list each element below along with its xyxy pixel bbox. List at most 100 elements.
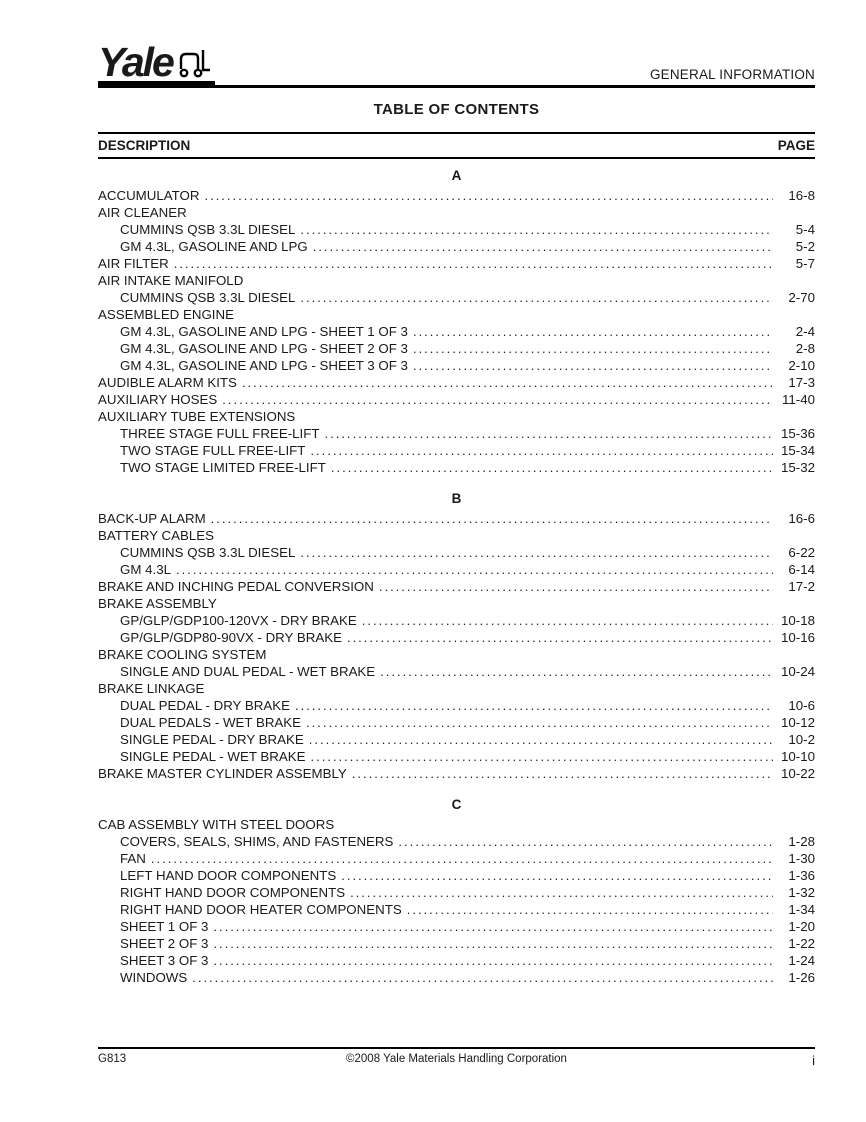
toc-leader-dots: ........................................…	[176, 561, 773, 577]
toc-entry-page: 10-10	[780, 748, 815, 764]
toc-leader-dots: ........................................…	[412, 323, 773, 339]
toc-leader-dots: ........................................…	[300, 544, 773, 560]
toc-leader-dots: ........................................…	[341, 867, 773, 883]
toc-leader-dots: ........................................…	[204, 187, 773, 203]
yale-logo-wordmark: Yale	[98, 39, 175, 85]
toc-row: SHEET 1 OF 3............................…	[98, 918, 815, 935]
toc-entry-label: BACK-UP ALARM	[98, 510, 206, 526]
toc-row: CUMMINS QSB 3.3L DIESEL.................…	[98, 544, 815, 561]
toc-row: GP/GLP/GDP80-90VX - DRY BRAKE...........…	[98, 629, 815, 646]
toc-entry-page: 10-6	[788, 697, 815, 713]
toc-entry-label: SINGLE PEDAL - DRY BRAKE	[120, 731, 304, 747]
toc-row: AUXILIARY HOSES.........................…	[98, 391, 815, 408]
footer-copyright: ©2008 Yale Materials Handling Corporatio…	[346, 1053, 567, 1065]
toc-entry-page: 15-32	[780, 459, 815, 475]
toc-leader-dots: ........................................…	[294, 697, 773, 713]
toc-entry-page: 5-2	[795, 238, 815, 254]
toc-row: WINDOWS.................................…	[98, 969, 815, 986]
toc-leader-dots: ........................................…	[300, 221, 773, 237]
toc-entry-page: 16-6	[788, 510, 815, 526]
toc-entry-label: AIR FILTER	[98, 255, 169, 271]
toc-entry-label: SHEET 2 OF 3	[120, 935, 209, 951]
toc-row: LEFT HAND DOOR COMPONENTS...............…	[98, 867, 815, 884]
description-column-header: DESCRIPTION	[98, 137, 191, 153]
toc-sections: A ACCUMULATOR............................…	[98, 167, 815, 986]
toc-entry-page: 5-4	[795, 221, 815, 237]
toc-entry-page: 10-12	[780, 714, 815, 730]
toc-leader-dots: ........................................…	[398, 833, 773, 849]
toc-entry-label: COVERS, SEALS, SHIMS, AND FASTENERS	[120, 833, 394, 849]
toc-entry-page: 11-40	[781, 391, 815, 407]
toc-leader-dots: ........................................…	[310, 442, 773, 458]
toc-entry-page: 1-34	[788, 901, 815, 917]
toc-entry-label: AIR INTAKE MANIFOLD	[98, 272, 244, 288]
toc-leader-dots: ........................................…	[378, 578, 773, 594]
toc-entry-page: 15-36	[780, 425, 815, 441]
toc-row: THREE STAGE FULL FREE-LIFT..............…	[98, 425, 815, 442]
toc-entry-page: 17-3	[788, 374, 815, 390]
toc-entry-label: CUMMINS QSB 3.3L DIESEL	[120, 289, 296, 305]
toc-entry-label: AUDIBLE ALARM KITS	[98, 374, 237, 390]
toc-row: ACCUMULATOR.............................…	[98, 187, 815, 204]
toc-row: AIR CLEANER	[98, 204, 815, 221]
toc-row: GM 4.3L.................................…	[98, 561, 815, 578]
toc-entry-label: CUMMINS QSB 3.3L DIESEL	[120, 544, 296, 560]
page-footer: G813 ©2008 Yale Materials Handling Corpo…	[98, 1047, 815, 1068]
toc-entry-page: 6-22	[788, 544, 815, 560]
toc-row: GM 4.3L, GASOLINE AND LPG - SHEET 1 OF 3…	[98, 323, 815, 340]
toc-leader-dots: ........................................…	[406, 901, 773, 917]
toc-entry-label: RIGHT HAND DOOR COMPONENTS	[120, 884, 346, 900]
toc-section: B BACK-UP ALARM..........................…	[98, 490, 815, 782]
toc-leader-dots: ........................................…	[350, 884, 773, 900]
toc-entry-label: BRAKE ASSEMBLY	[98, 595, 217, 611]
footer-page-number: i	[812, 1053, 815, 1068]
toc-leader-dots: ........................................…	[346, 629, 773, 645]
footer-doc-code: G813	[98, 1053, 127, 1065]
toc-entry-page: 10-16	[780, 629, 815, 645]
toc-entry-page: 10-22	[780, 765, 815, 781]
toc-entry-label: SHEET 3 OF 3	[120, 952, 209, 968]
toc-leader-dots: ........................................…	[412, 357, 773, 373]
toc-entry-label: GP/GLP/GDP100-120VX - DRY BRAKE	[120, 612, 357, 628]
yale-logo: Yale	[98, 39, 215, 85]
toc-row: BRAKE MASTER CYLINDER ASSEMBLY..........…	[98, 765, 815, 782]
toc-row: GM 4.3L, GASOLINE AND LPG - SHEET 3 OF 3…	[98, 357, 815, 374]
toc-entry-label: TWO STAGE FULL FREE-LIFT	[120, 442, 306, 458]
forklift-icon	[177, 47, 211, 80]
toc-entry-label: CUMMINS QSB 3.3L DIESEL	[120, 221, 296, 237]
toc-row: GM 4.3L, GASOLINE AND LPG...............…	[98, 238, 815, 255]
toc-leader-dots: ........................................…	[300, 289, 773, 305]
toc-entry-page: 2-10	[788, 357, 815, 373]
toc-section: C CAB ASSEMBLY WITH STEEL DOORS COVERS, SE…	[98, 796, 815, 986]
toc-row: BATTERY CABLES	[98, 527, 815, 544]
toc-entry-label: GM 4.3L, GASOLINE AND LPG - SHEET 3 OF 3	[120, 357, 408, 373]
toc-entry-page: 1-22	[788, 935, 815, 951]
toc-row: RIGHT HAND DOOR COMPONENTS..............…	[98, 884, 815, 901]
toc-leader-dots: ........................................…	[330, 459, 773, 475]
toc-leader-dots: ........................................…	[361, 612, 773, 628]
toc-entry-page: 2-70	[788, 289, 815, 305]
toc-row: BRAKE ASSEMBLY	[98, 595, 815, 612]
toc-entry-label: LEFT HAND DOOR COMPONENTS	[120, 867, 337, 883]
toc-entry-page: 10-18	[780, 612, 815, 628]
toc-leader-dots: ........................................…	[380, 663, 773, 679]
toc-entry-label: DUAL PEDALS - WET BRAKE	[120, 714, 302, 730]
toc-row: BACK-UP ALARM...........................…	[98, 510, 815, 527]
toc-row: SINGLE PEDAL - WET BRAKE................…	[98, 748, 815, 765]
toc-row: CUMMINS QSB 3.3L DIESEL.................…	[98, 221, 815, 238]
toc-row: GM 4.3L, GASOLINE AND LPG - SHEET 2 OF 3…	[98, 340, 815, 357]
toc-entry-page: 16-8	[788, 187, 815, 203]
toc-row: CAB ASSEMBLY WITH STEEL DOORS	[98, 816, 815, 833]
toc-row: BRAKE COOLING SYSTEM	[98, 646, 815, 663]
toc-entry-page: 15-34	[780, 442, 815, 458]
toc-entry-label: GP/GLP/GDP80-90VX - DRY BRAKE	[120, 629, 342, 645]
toc-leader-dots: ........................................…	[173, 255, 773, 271]
toc-row: DUAL PEDALS - WET BRAKE.................…	[98, 714, 815, 731]
toc-entry-label: BRAKE COOLING SYSTEM	[98, 646, 267, 662]
toc-row: TWO STAGE FULL FREE-LIFT................…	[98, 442, 815, 459]
toc-entry-label: AUXILIARY TUBE EXTENSIONS	[98, 408, 296, 424]
toc-leader-dots: ........................................…	[310, 748, 773, 764]
toc-row: RIGHT HAND DOOR HEATER COMPONENTS.......…	[98, 901, 815, 918]
toc-entry-label: SINGLE AND DUAL PEDAL - WET BRAKE	[120, 663, 376, 679]
toc-entry-page: 1-28	[788, 833, 815, 849]
